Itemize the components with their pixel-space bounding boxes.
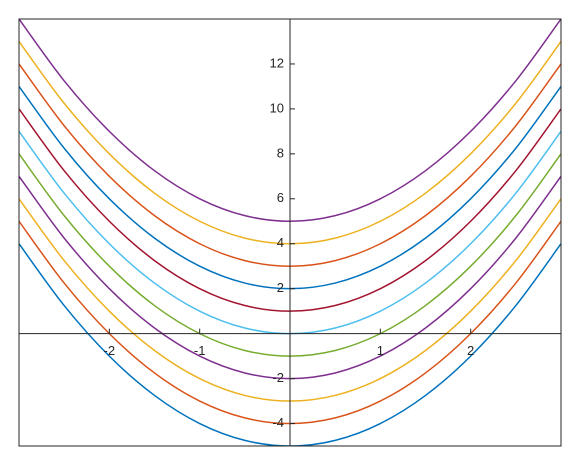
y-tick-label: -2	[272, 370, 284, 385]
y-tick-label: 2	[277, 280, 284, 295]
x-tick-label: -2	[104, 343, 116, 358]
y-tick-label: -4	[272, 415, 284, 430]
x-tick-label: 1	[377, 343, 384, 358]
curve	[19, 243, 561, 446]
y-tick-label: 4	[277, 235, 284, 250]
y-tick-label: 8	[277, 145, 284, 160]
y-tick-label: 10	[270, 100, 284, 115]
x-tick-label: -1	[194, 343, 206, 358]
x-tick-label: 2	[467, 343, 474, 358]
y-tick-label: 12	[270, 55, 284, 70]
y-tick-label: 6	[277, 190, 284, 205]
